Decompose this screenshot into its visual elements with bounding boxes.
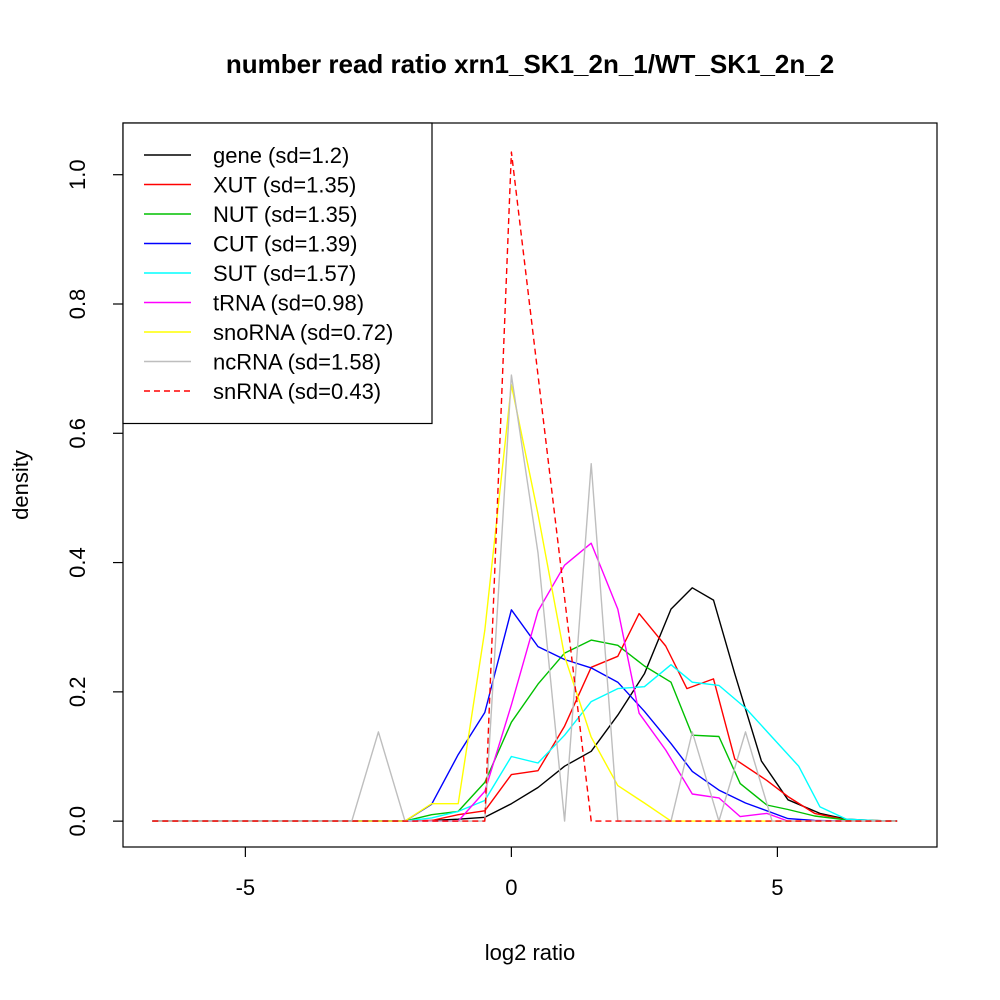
- y-tick-label: 1.0: [65, 159, 90, 190]
- plot-frame: [122, 122, 938, 848]
- x-axis: -5 0 5: [236, 847, 784, 900]
- x-axis-label: log2 ratio: [485, 940, 576, 965]
- x-tick-label: -5: [236, 875, 256, 900]
- y-axis-label: density: [8, 450, 33, 520]
- y-tick-label: 0.6: [65, 418, 90, 449]
- legend-label: NUT (sd=1.35): [213, 202, 357, 227]
- legend-label: snRNA (sd=0.43): [213, 379, 381, 404]
- legend-label: SUT (sd=1.57): [213, 261, 356, 286]
- legend-label: ncRNA (sd=1.58): [213, 350, 381, 375]
- series-line-8: [152, 151, 898, 822]
- legend-label: tRNA (sd=0.98): [213, 291, 364, 316]
- series-line-2: [152, 639, 898, 822]
- series-line-4: [152, 664, 898, 822]
- legend-label: CUT (sd=1.39): [213, 232, 357, 257]
- legend-label: snoRNA (sd=0.72): [213, 320, 393, 345]
- x-tick-label: 5: [771, 875, 783, 900]
- y-axis: 0.0 0.2 0.4 0.6 0.8 1.0: [65, 159, 123, 836]
- series-line-6: [152, 384, 898, 822]
- legend-label: XUT (sd=1.35): [213, 173, 356, 198]
- y-tick-label: 0.2: [65, 677, 90, 708]
- y-tick-label: 0.4: [65, 547, 90, 578]
- series-line-1: [152, 612, 898, 822]
- y-tick-label: 0.0: [65, 806, 90, 837]
- chart-title: number read ratio xrn1_SK1_2n_1/WT_SK1_2…: [226, 49, 834, 79]
- series-line-3: [152, 609, 898, 822]
- x-tick-label: 0: [505, 875, 517, 900]
- legend: gene (sd=1.2) XUT (sd=1.35) NUT (sd=1.35) C…: [122, 122, 433, 425]
- y-tick-label: 0.8: [65, 289, 90, 320]
- legend-label: gene (sd=1.2): [213, 143, 349, 168]
- series-layer: [152, 151, 898, 822]
